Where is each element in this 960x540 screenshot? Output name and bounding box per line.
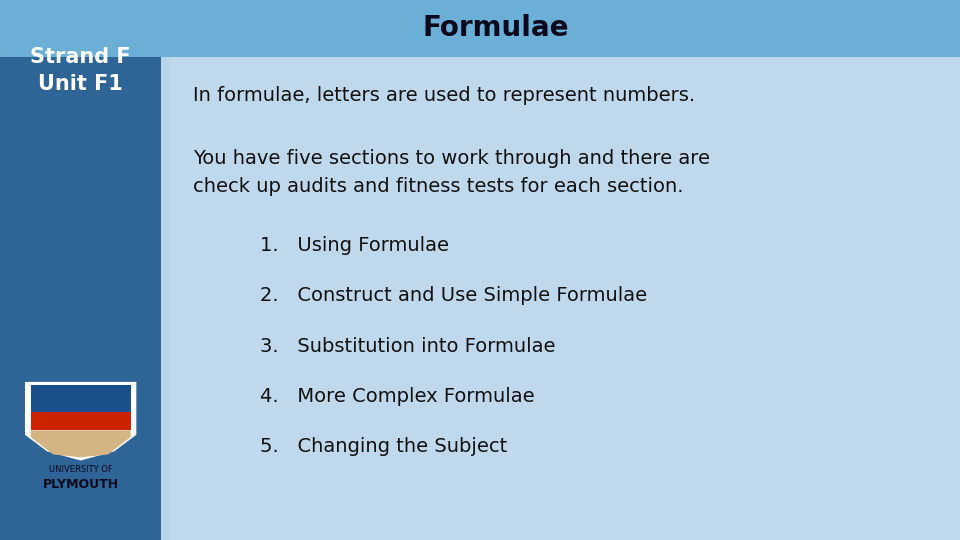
Text: Formulae: Formulae [422, 15, 569, 42]
Text: You have five sections to work through and there are
check up audits and fitness: You have five sections to work through a… [193, 148, 710, 195]
Text: UNIVERSITY OF: UNIVERSITY OF [49, 465, 112, 474]
Polygon shape [31, 430, 131, 457]
Text: 3.   Substitution into Formulae: 3. Substitution into Formulae [260, 336, 556, 356]
Polygon shape [25, 382, 136, 461]
Text: 4.   More Complex Formulae: 4. More Complex Formulae [260, 387, 535, 406]
Text: 2.   Construct and Use Simple Formulae: 2. Construct and Use Simple Formulae [260, 286, 647, 306]
Bar [0, 0, 960, 57]
Text: 1.   Using Formulae: 1. Using Formulae [260, 236, 449, 255]
Bar [161, 57, 169, 540]
Polygon shape [31, 385, 131, 412]
Text: In formulae, letters are used to represent numbers.: In formulae, letters are used to represe… [193, 86, 695, 105]
Text: PLYMOUTH: PLYMOUTH [42, 478, 119, 491]
Text: Strand F: Strand F [31, 46, 131, 67]
Bar [0, 57, 161, 540]
Polygon shape [31, 412, 131, 430]
Text: Unit F1: Unit F1 [38, 73, 123, 94]
Text: 5.   Changing the Subject: 5. Changing the Subject [260, 437, 508, 456]
